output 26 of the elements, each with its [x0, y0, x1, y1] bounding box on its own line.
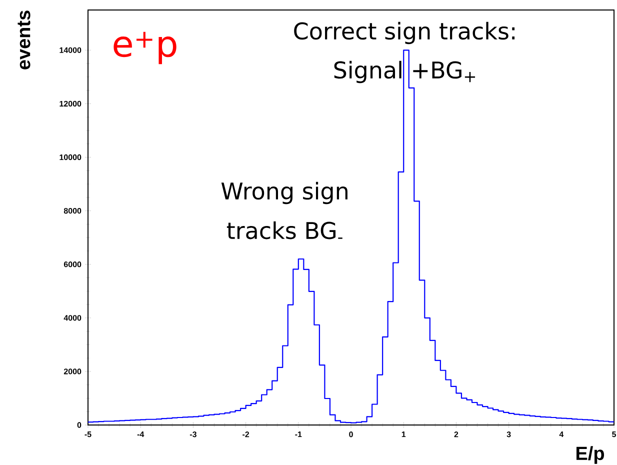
annotation: Wrong sign [221, 182, 348, 204]
x-tick-label: -2 [242, 432, 250, 438]
y-tick-label: 4000 [64, 315, 82, 321]
y-tick-label: 6000 [64, 262, 82, 268]
x-tick-label: 4 [559, 432, 564, 438]
x-tick-label: -3 [190, 432, 196, 438]
y-tick-label: 12000 [60, 100, 82, 107]
y-tick-label: 14000 [60, 47, 82, 53]
x-tick-label: -4 [137, 432, 144, 438]
x-tick-label: 5 [612, 432, 616, 438]
y-tick-label: 10000 [60, 154, 82, 160]
y-tick-label: 0 [77, 422, 82, 428]
annotation: tracks BG$_{-}$ [226, 221, 342, 240]
x-tick-label: 3 [506, 432, 511, 438]
annotation: Correct sign tracks: [294, 22, 515, 44]
x-tick-label: 1 [402, 432, 406, 438]
x-tick-label: 0 [349, 432, 353, 438]
y-tick-label: 8000 [64, 208, 82, 214]
y-tick-label: 2000 [64, 368, 82, 374]
x-tick-label: -5 [84, 432, 92, 438]
annotation: e$^{+}$p [114, 32, 176, 64]
x-tick-label: 2 [454, 432, 458, 438]
x-tick-label: -1 [295, 432, 302, 438]
x-axis-title: E/p [576, 446, 604, 464]
annotation: Signal +BG$_{+}$ [334, 60, 476, 84]
y-axis-title: events [18, 10, 30, 70]
